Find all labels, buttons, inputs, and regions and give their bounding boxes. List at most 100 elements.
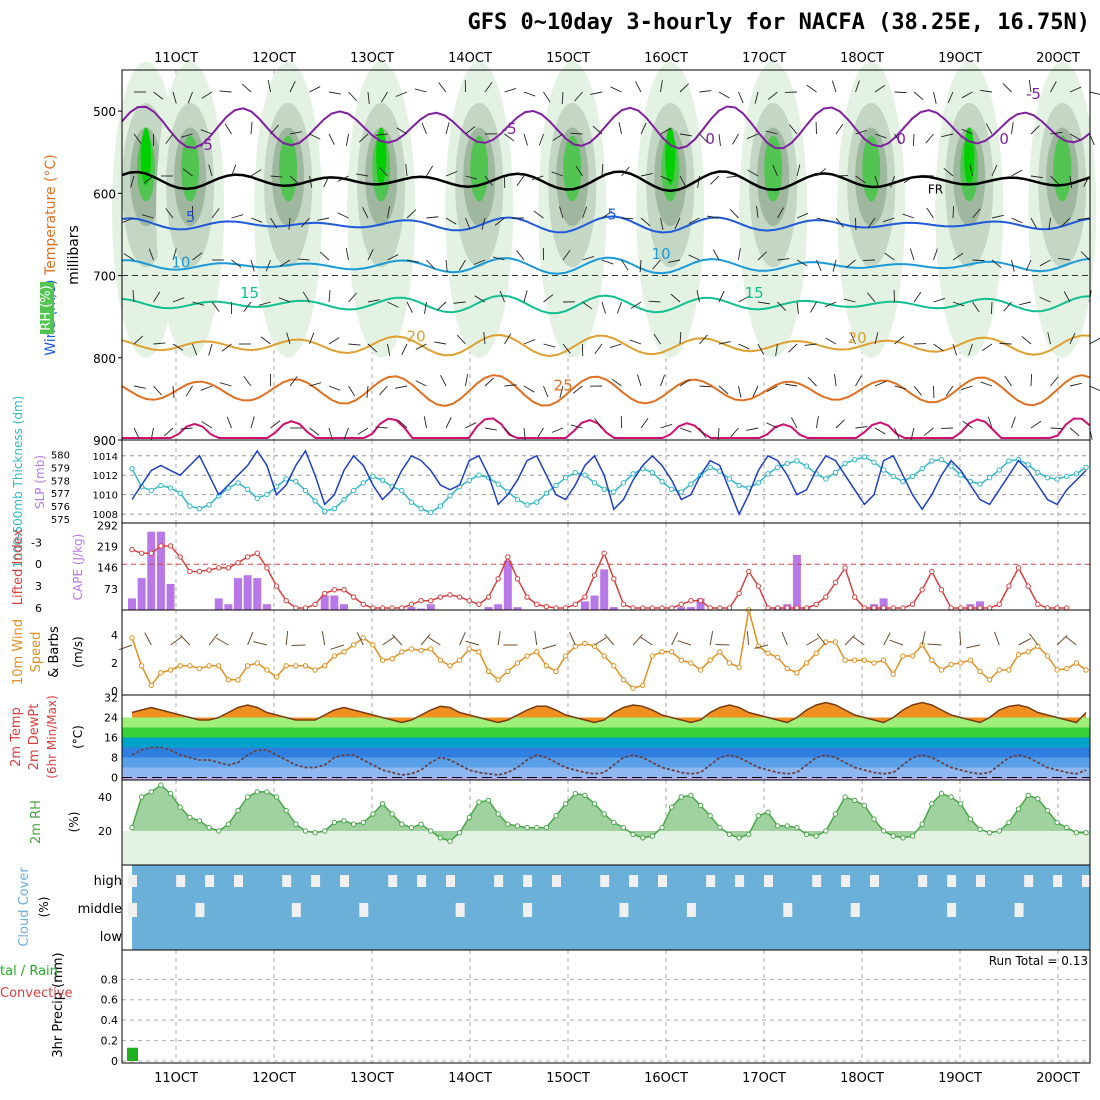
wind-speed-point xyxy=(659,649,665,655)
cloud-background xyxy=(132,865,1090,950)
wind-speed-point xyxy=(553,668,559,675)
lifted-index-point xyxy=(919,587,925,593)
wind-barb xyxy=(674,217,681,230)
wind-barb xyxy=(250,416,255,429)
thickness-point xyxy=(1025,462,1031,468)
wind-barb xyxy=(153,342,166,345)
rh2m-point xyxy=(177,804,183,810)
wind-barb xyxy=(582,256,595,261)
thickness-point xyxy=(312,498,318,504)
wind-barb xyxy=(582,206,588,219)
cape-bar xyxy=(340,604,348,610)
lifted-index-point xyxy=(167,543,174,549)
rh2m-point xyxy=(717,824,723,831)
wind-barb xyxy=(909,248,915,261)
rh2m-point xyxy=(746,831,752,838)
wind-barb xyxy=(345,248,349,261)
wind-speed-point xyxy=(842,657,848,663)
wind-barb xyxy=(874,427,886,435)
thickness-point xyxy=(1073,471,1080,477)
wind-barb xyxy=(328,91,341,95)
wind-barb xyxy=(378,166,388,177)
lifted-index-point xyxy=(591,572,598,578)
wind-barb xyxy=(660,80,663,93)
wind-barb xyxy=(458,259,466,271)
thickness-point xyxy=(331,505,338,512)
wind-barb xyxy=(465,374,469,387)
wind-speed-point xyxy=(418,647,424,654)
wind-speed-point xyxy=(322,663,328,669)
cloud-gap-middle xyxy=(291,903,301,917)
wind-barb xyxy=(348,91,358,102)
wind-barb xyxy=(952,343,958,356)
wind-barb xyxy=(153,385,162,396)
wind-barb xyxy=(523,290,528,303)
wind-barb xyxy=(192,343,198,356)
wind-barb xyxy=(215,637,229,646)
lifted-index-point xyxy=(447,592,453,598)
cape-bar xyxy=(503,560,512,610)
rh-shading-bright xyxy=(376,127,387,186)
wind-barb xyxy=(144,632,152,646)
wind-barb xyxy=(867,292,876,303)
wind-speed-point xyxy=(148,682,154,689)
wind-barb xyxy=(756,206,759,219)
legend-convective: Convective xyxy=(0,986,73,1001)
wind-barb xyxy=(902,213,915,219)
wind-barb xyxy=(375,426,388,429)
x-axis-top: 11OCT 12OCT 13OCT 14OCT 15OCT 16OCT 17OCT 18OCT… xyxy=(154,51,1080,66)
wind-barb xyxy=(816,633,827,646)
wind-barb xyxy=(1030,217,1038,229)
thickness-point xyxy=(707,464,713,471)
wind-barb xyxy=(855,375,862,387)
wind-barb xyxy=(1058,257,1071,261)
wind-barb xyxy=(754,644,769,649)
wind-barb xyxy=(640,122,647,135)
wind-barb xyxy=(766,422,778,429)
x-axis-bottom: 11OCT 12OCT 13OCT 14OCT 15OCT 16OCT 17OCT 18OCT… xyxy=(154,1071,1080,1086)
wind-barb xyxy=(796,259,808,267)
cloud-gap-high xyxy=(658,875,667,887)
rh2m-point xyxy=(967,816,974,822)
wind-barb xyxy=(484,427,497,431)
thickness-point xyxy=(659,478,665,485)
wind-barb xyxy=(754,91,759,104)
wind-barb xyxy=(688,254,700,261)
wind-barb xyxy=(894,336,905,345)
wind-barb xyxy=(637,374,642,387)
cloud-gap-high xyxy=(918,875,928,887)
wind-barb xyxy=(738,91,744,104)
wind-barb xyxy=(804,343,817,346)
cape-bar xyxy=(609,607,618,610)
wind-barb xyxy=(426,259,436,270)
wind-barb xyxy=(288,217,291,230)
cloud-gap-high xyxy=(600,875,610,887)
cloud-gap-high xyxy=(205,875,215,887)
rh2m-point xyxy=(244,794,251,800)
wind-barb xyxy=(972,301,980,313)
wind-barb xyxy=(420,633,431,646)
isotherm-20 xyxy=(121,333,1091,358)
wind-barb xyxy=(260,336,271,345)
thickness-point xyxy=(302,487,309,494)
rh2m-point xyxy=(852,797,858,804)
y-tick-label: 900 xyxy=(93,434,116,448)
wind-barb xyxy=(966,644,981,649)
wind-barb xyxy=(601,301,606,314)
rh2m-point xyxy=(620,824,627,831)
wind-barb xyxy=(415,343,427,350)
wind-barb xyxy=(405,164,408,177)
rh2m-point xyxy=(611,819,617,826)
page-title: GFS 0~10day 3-hourly for NACFA (38.25E, … xyxy=(467,10,1090,35)
wind-barb xyxy=(465,175,478,180)
wind-barb xyxy=(945,385,954,397)
panel-frame xyxy=(175,440,1059,523)
isotherm-label: 0 xyxy=(705,130,715,148)
wind-barb xyxy=(247,631,254,646)
wind-speed-point xyxy=(447,663,453,669)
y-axis-label: (m/s) xyxy=(71,636,85,667)
thickness-point xyxy=(206,502,212,508)
wind-barb xyxy=(767,91,778,100)
cape-bar xyxy=(330,595,339,610)
wind-barb xyxy=(317,217,330,221)
